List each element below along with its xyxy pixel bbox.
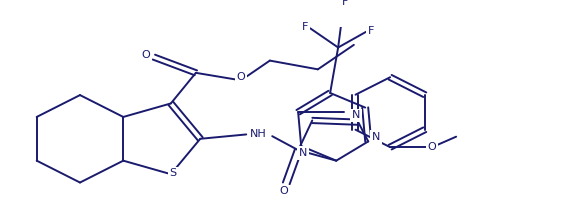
- Text: N: N: [299, 148, 307, 158]
- Text: S: S: [169, 168, 176, 178]
- Text: F: F: [342, 0, 348, 7]
- Text: N: N: [372, 132, 380, 142]
- Text: NH: NH: [250, 129, 267, 140]
- Text: F: F: [302, 22, 308, 32]
- Text: O: O: [236, 72, 245, 82]
- Text: N: N: [352, 110, 360, 120]
- Text: O: O: [428, 142, 436, 152]
- Text: O: O: [142, 50, 150, 60]
- Text: F: F: [368, 26, 375, 36]
- Text: O: O: [280, 186, 288, 196]
